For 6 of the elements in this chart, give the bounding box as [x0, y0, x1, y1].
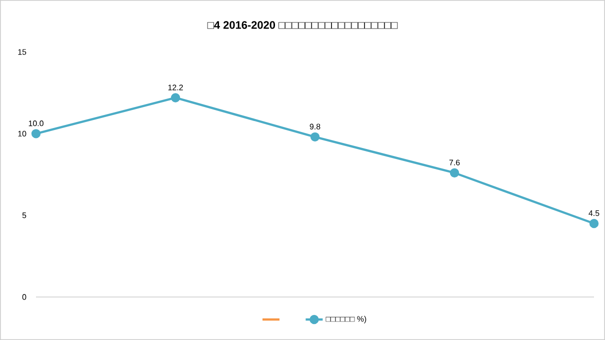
point [589, 218, 599, 228]
chart-title: □4 2016-2020 □□□□□□□□□□□□□□□□□□ [207, 21, 398, 29]
point [450, 168, 460, 178]
point [170, 93, 180, 102]
point [31, 129, 41, 138]
point [310, 132, 320, 142]
